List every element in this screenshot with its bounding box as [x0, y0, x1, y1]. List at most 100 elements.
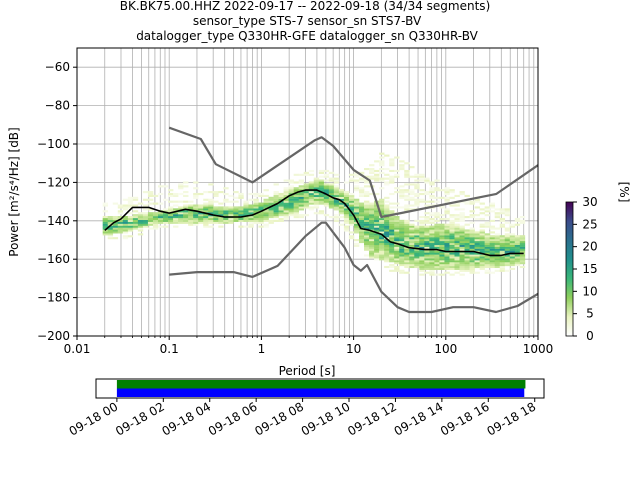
psd-density-cell [338, 194, 345, 197]
psd-density-cell [464, 200, 470, 203]
psd-density-cell [444, 252, 450, 255]
psd-density-cell [318, 194, 325, 197]
psd-density-cell [323, 175, 330, 178]
psd-density-cell [504, 254, 511, 257]
psd-density-cell [364, 168, 370, 171]
psd-density-cell [519, 219, 526, 222]
psd-density-cell [379, 210, 385, 213]
psd-density-cell [213, 192, 219, 196]
psd-density-cell [152, 223, 159, 226]
psd-density-cell [288, 202, 294, 205]
psd-density-cell [474, 198, 480, 201]
psd-density-cell [429, 260, 435, 263]
psd-density-cell [489, 237, 495, 240]
psd-density-cell [333, 198, 340, 201]
psd-density-cell [193, 206, 199, 209]
psd-density-cell [384, 217, 390, 221]
psd-density-cell [359, 206, 365, 209]
psd-density-cell [102, 202, 109, 205]
psd-density-cell [379, 152, 385, 155]
psd-density-cell [394, 223, 400, 226]
psd-density-cell [208, 221, 214, 224]
psd-density-cell [404, 229, 410, 232]
psd-density-cell [374, 258, 380, 261]
psd-density-cell [499, 242, 506, 245]
psd-density-cell [203, 221, 209, 224]
psd-density-cell [127, 235, 134, 238]
psd-density-cell [399, 254, 405, 257]
psd-density-cell [283, 212, 289, 215]
psd-density-cell [303, 171, 310, 174]
psd-density-cell [323, 183, 330, 186]
psd-density-cell [293, 208, 299, 211]
psd-density-cell [409, 175, 415, 178]
psd-density-cell [163, 198, 169, 201]
psd-density-cell [379, 252, 385, 255]
psd-density-cell [389, 250, 395, 253]
psd-density-cell [233, 200, 239, 203]
psd-density-cell [369, 240, 375, 244]
psd-density-cell [353, 242, 360, 245]
psd-density-cell [157, 214, 164, 217]
psd-density-cell [494, 216, 501, 219]
psd-density-cell [474, 258, 480, 261]
psd-density-cell [288, 208, 294, 211]
psd-density-cell [379, 258, 385, 261]
psd-density-cell [253, 202, 259, 205]
psd-density-cell [459, 244, 465, 247]
psd-density-cell [399, 242, 405, 245]
psd-density-cell [504, 242, 511, 245]
psd-density-cell [263, 198, 269, 201]
psd-density-cell [419, 262, 425, 265]
psd-density-cell [519, 244, 526, 247]
psd-density-cell [509, 239, 516, 242]
psd-density-cell [389, 244, 395, 247]
psd-density-cell [429, 269, 435, 272]
psd-density-cell [464, 244, 470, 247]
psd-density-cell [137, 227, 144, 230]
psd-density-cell [449, 262, 455, 265]
psd-density-cell [168, 216, 174, 219]
psd-density-cell [258, 216, 264, 219]
psd-density-cell [494, 242, 501, 245]
psd-density-cell [394, 239, 400, 242]
psd-density-cell [364, 233, 370, 236]
psd-density-cell [147, 217, 154, 221]
psd-density-cell [338, 210, 345, 213]
psd-density-cell [459, 192, 465, 196]
psd-density-cell [213, 206, 219, 209]
psd-density-cell [414, 200, 420, 203]
psd-density-cell [173, 212, 179, 215]
psd-density-cell [469, 260, 475, 263]
psd-density-cell [459, 240, 465, 244]
psd-density-cell [364, 244, 370, 247]
psd-density-cell [499, 244, 506, 247]
psd-density-cell [152, 216, 159, 219]
psd-density-cell [173, 214, 179, 217]
psd-density-cell [519, 254, 526, 257]
psd-density-cell [288, 196, 294, 199]
psd-density-cell [459, 231, 465, 234]
psd-density-cell [248, 192, 254, 196]
x-tick-label: 0.01 [64, 342, 91, 356]
psd-density-cell [233, 206, 239, 209]
psd-density-cell [218, 210, 224, 213]
psd-density-cell [283, 192, 289, 196]
psd-density-cell [479, 262, 485, 265]
psd-density-cell [348, 216, 355, 219]
plot-frame [76, 47, 539, 337]
psd-density-cell [434, 219, 440, 222]
psd-density-cell [424, 192, 430, 196]
psd-density-cell [293, 181, 299, 184]
psd-density-cell [479, 248, 485, 251]
psd-density-cell [132, 225, 139, 228]
psd-density-cell [374, 216, 380, 219]
psd-density-cell [389, 258, 395, 261]
psd-density-cell [404, 223, 410, 226]
psd-density-cell [404, 206, 410, 209]
psd-density-cell [359, 192, 365, 196]
psd-density-cell [429, 187, 435, 190]
psd-density-cell [369, 246, 375, 249]
psd-density-cell [434, 267, 440, 270]
psd-density-cell [283, 214, 289, 217]
